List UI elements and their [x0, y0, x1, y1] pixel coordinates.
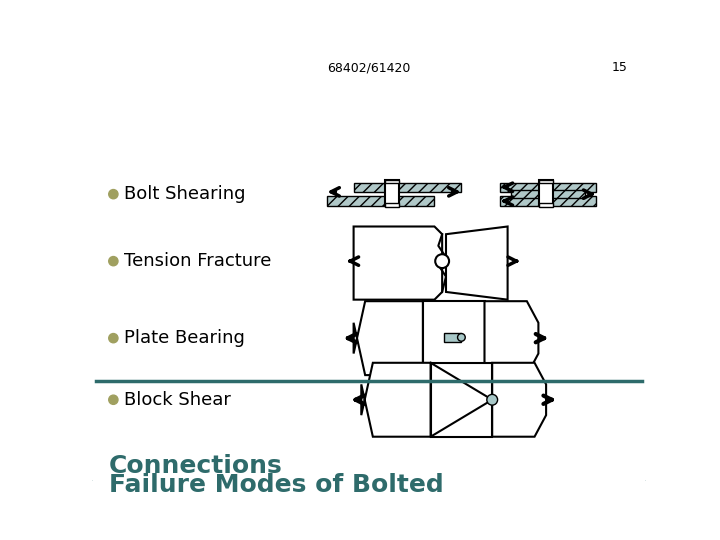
Circle shape [109, 334, 118, 343]
Bar [327, 197, 434, 206]
Bar [539, 179, 553, 206]
Circle shape [457, 334, 465, 341]
Circle shape [109, 395, 118, 404]
Text: Bolt Shearing: Bolt Shearing [124, 185, 246, 203]
Polygon shape [485, 301, 539, 375]
Bar [385, 179, 399, 206]
Bar [500, 197, 596, 206]
Text: Plate Bearing: Plate Bearing [124, 329, 245, 347]
Circle shape [109, 190, 118, 199]
Bar [539, 179, 553, 184]
Text: Tension Fracture: Tension Fracture [124, 252, 271, 270]
Bar [385, 179, 399, 184]
Text: Connections: Connections [109, 454, 282, 478]
FancyBboxPatch shape [89, 62, 649, 484]
Text: 68402/61420: 68402/61420 [328, 61, 410, 74]
Polygon shape [492, 363, 546, 437]
Bar [354, 183, 462, 192]
Bar [444, 333, 462, 342]
Text: Block Shear: Block Shear [124, 391, 231, 409]
Polygon shape [446, 226, 508, 300]
Text: 15: 15 [611, 61, 627, 74]
Polygon shape [354, 301, 423, 375]
Circle shape [109, 256, 118, 266]
Polygon shape [361, 363, 431, 437]
Bar [539, 204, 553, 207]
Polygon shape [423, 301, 485, 375]
Polygon shape [354, 226, 442, 300]
Circle shape [435, 254, 449, 268]
Bar [511, 190, 585, 198]
Bar [385, 204, 399, 207]
Bar [500, 183, 596, 192]
Text: Failure Modes of Bolted: Failure Modes of Bolted [109, 473, 444, 497]
Circle shape [487, 394, 498, 405]
Polygon shape [431, 363, 492, 437]
